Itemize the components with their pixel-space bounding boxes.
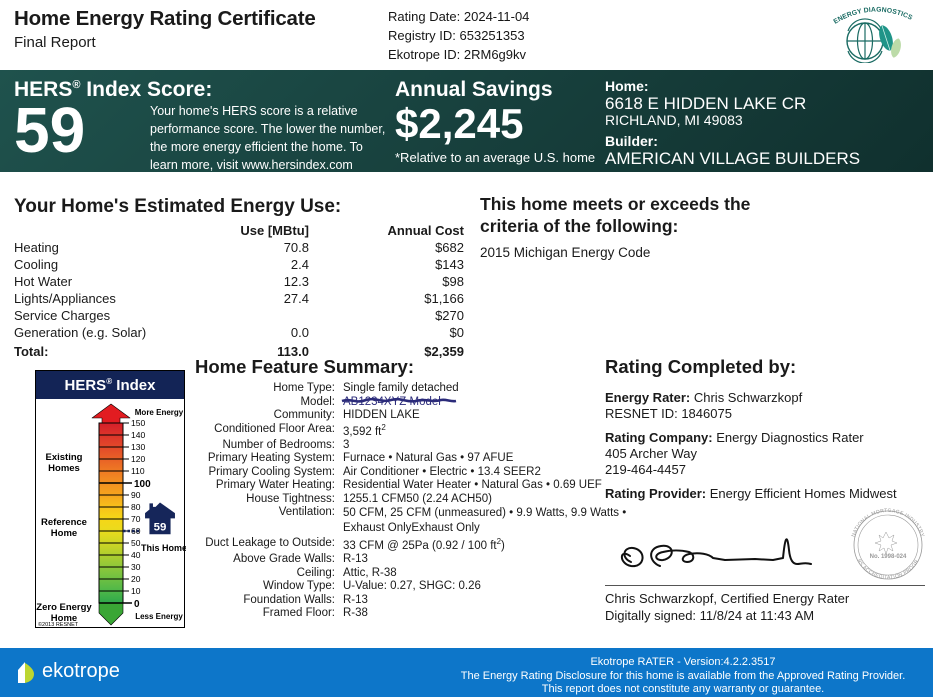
svg-text:Existing: Existing <box>46 452 83 463</box>
svg-text:110: 110 <box>131 466 145 476</box>
svg-text:120: 120 <box>131 454 145 464</box>
svg-text:This Home: This Home <box>141 543 186 553</box>
svg-text:40: 40 <box>131 550 141 560</box>
svg-text:Reference: Reference <box>41 517 87 528</box>
svg-text:Zero Energy: Zero Energy <box>36 602 92 613</box>
svg-text:50: 50 <box>131 538 141 548</box>
svg-text:More Energy: More Energy <box>135 408 184 417</box>
svg-text:©2013 RESNET: ©2013 RESNET <box>38 621 79 628</box>
svg-text:59: 59 <box>154 522 167 534</box>
svg-text:Homes: Homes <box>48 463 80 474</box>
svg-text:100: 100 <box>134 479 151 490</box>
svg-text:90: 90 <box>131 490 141 500</box>
svg-text:ENERGY DIAGNOSTICS: ENERGY DIAGNOSTICS <box>832 7 913 26</box>
svg-text:70: 70 <box>131 514 141 524</box>
svg-text:Less Energy: Less Energy <box>135 612 183 621</box>
svg-text:0: 0 <box>134 599 140 610</box>
svg-text:30: 30 <box>131 562 141 572</box>
svg-text:10: 10 <box>131 586 141 596</box>
svg-text:80: 80 <box>131 502 141 512</box>
svg-text:150: 150 <box>131 418 145 428</box>
svg-text:140: 140 <box>131 430 145 440</box>
svg-text:20: 20 <box>131 574 141 584</box>
svg-text:Home: Home <box>51 528 77 539</box>
svg-text:130: 130 <box>131 442 145 452</box>
